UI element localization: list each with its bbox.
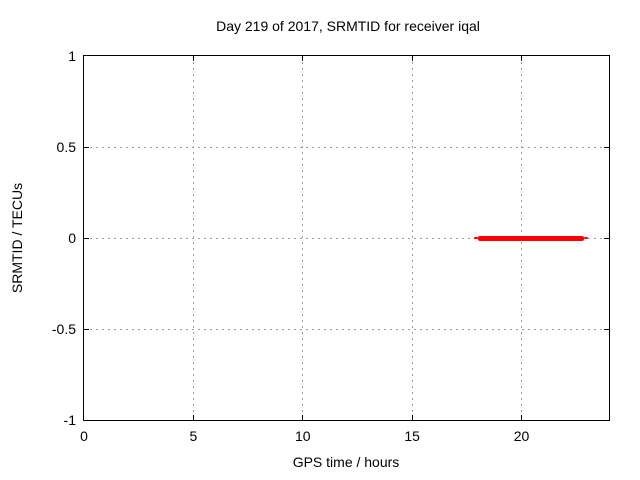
x-tick-mark-top (411, 56, 413, 61)
y-tick-label: -1 (63, 412, 76, 428)
chart-title: Day 219 of 2017, SRMTID for receiver iqa… (216, 18, 480, 34)
y-tick-mark-left (84, 146, 89, 148)
y-gridline (84, 237, 609, 239)
x-tick-label: 10 (294, 428, 311, 444)
x-tick-label: 0 (80, 428, 88, 444)
y-tick-mark-right (604, 328, 609, 330)
x-tick-mark-top (192, 56, 194, 61)
data-series-endcap (583, 237, 588, 239)
x-tick-mark-bottom (521, 415, 522, 420)
plot-area (83, 55, 610, 421)
x-tick-label: 20 (513, 428, 530, 444)
x-tick-mark-bottom (411, 415, 413, 420)
x-tick-mark-top (302, 56, 304, 61)
x-axis-label: GPS time / hours (292, 454, 400, 470)
x-tick-label: 15 (404, 428, 420, 444)
y-tick-mark-right (604, 237, 609, 239)
y-tick-mark-left (84, 237, 89, 239)
x-tick-mark-bottom (302, 415, 304, 420)
y-tick-label: 0.5 (56, 139, 76, 155)
data-series-endcap (473, 237, 478, 239)
y-gridline (84, 328, 609, 330)
data-series-segment (477, 235, 584, 241)
y-tick-mark-right (604, 146, 609, 148)
y-tick-label: 0 (68, 230, 76, 246)
y-tick-label: -0.5 (51, 321, 76, 337)
x-tick-mark-top (521, 56, 522, 61)
y-tick-mark-left (84, 328, 89, 330)
x-tick-label: 5 (189, 428, 198, 444)
y-gridline (84, 146, 609, 148)
y-tick-label: 1 (68, 48, 76, 64)
x-tick-mark-bottom (192, 415, 194, 420)
